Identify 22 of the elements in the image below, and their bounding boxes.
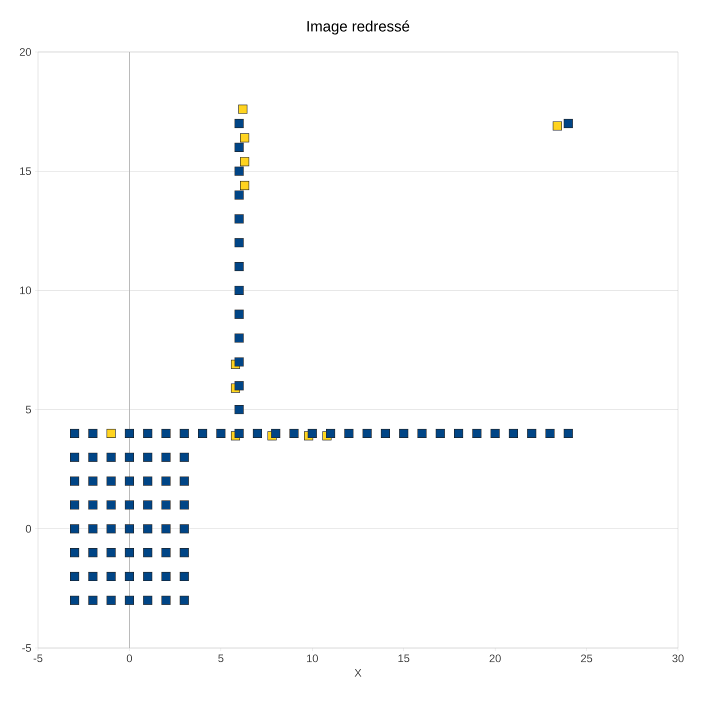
point [552, 121, 562, 130]
chart-title: Image redressé [307, 20, 410, 35]
point [240, 133, 250, 142]
y-tick-label: 10 [20, 286, 32, 294]
point [238, 104, 248, 114]
y-tick-label: -5 [22, 644, 32, 652]
x-tick-label: 5 [218, 654, 224, 662]
x-tick-label: 25 [581, 654, 592, 662]
x-tick-label: 0 [126, 654, 132, 662]
y-tick-label: 0 [26, 524, 32, 533]
y-tick-label: 15 [20, 167, 32, 176]
x-axis-title: X [354, 669, 362, 677]
x-tick-label: 10 [307, 654, 318, 662]
x-tick-label: 20 [490, 654, 501, 662]
y-tick-label: 5 [26, 406, 32, 414]
point [240, 180, 250, 190]
x-tick-label: -5 [34, 654, 42, 662]
x-tick-label: 30 [672, 654, 684, 662]
x-tick-label: 15 [398, 654, 410, 662]
point [240, 157, 250, 166]
point [106, 428, 116, 438]
y-tick-label: 20 [20, 48, 32, 56]
